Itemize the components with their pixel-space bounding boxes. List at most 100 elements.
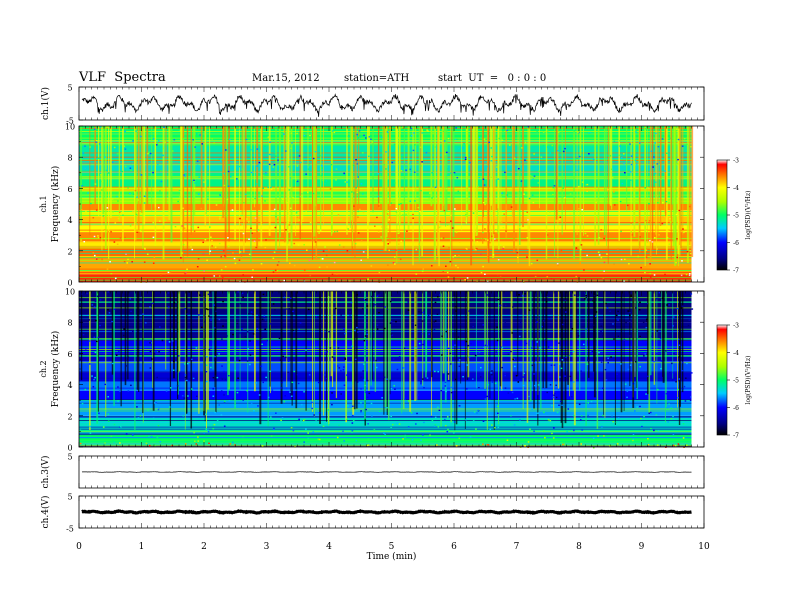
ch2-spectrogram-speckle: [639, 301, 641, 304]
ch2-spectrogram-speckle: [658, 291, 661, 294]
ch2-spectrogram-speckle: [152, 302, 154, 305]
ch2-spectrogram-speckle: [629, 335, 632, 337]
ch2-spectrogram-speckle: [221, 378, 224, 380]
ch1-spectrogram-speckle: [264, 172, 267, 174]
ch1-spectrogram-speckle: [241, 217, 243, 219]
ch2-spectrogram-speckle: [472, 320, 475, 322]
ch1-spectrogram-speckle: [292, 196, 294, 199]
ch2-spectrogram-speckle: [641, 340, 644, 342]
ch2-spectrogram-speckle: [93, 306, 96, 308]
ch2-spectrogram-speckle: [383, 376, 386, 378]
ch2-spectrogram-speckle: [632, 382, 635, 385]
date-label: Mar.15, 2012: [252, 73, 320, 84]
ch2-spectrogram-speckle: [343, 384, 346, 386]
ch1-spectrogram-speckle: [464, 279, 466, 281]
ch1-spectrogram-speckle: [346, 181, 348, 183]
ch2-spectrogram-streak: [142, 291, 144, 414]
ch2-spectrogram-speckle: [183, 397, 186, 399]
ch2-spectrogram-speckle: [234, 405, 237, 407]
ch1-spectrogram-streak: [445, 126, 447, 227]
ch1-spectrogram-speckle: [183, 227, 186, 229]
ch1-spectrogram-speckle: [246, 218, 248, 220]
ch1-spectrogram-speckle: [688, 205, 691, 208]
ch2-spectrogram-speckle: [416, 412, 418, 415]
ch1-spectrogram-speckle: [339, 218, 342, 220]
ch2-spectrogram-speckle: [458, 437, 461, 439]
ch1-spectrogram-streak: [383, 126, 386, 252]
ch2-spectrogram-speckle: [423, 387, 425, 389]
ch2-spectrogram-speckle: [672, 316, 675, 318]
ch1-spectrogram-speckle: [624, 258, 626, 261]
ch2-spectrogram-speckle: [504, 374, 506, 377]
ch2-spectrogram-speckle: [550, 364, 553, 367]
ch2-spectrogram-streak: [259, 291, 262, 425]
ch2-spectrogram-speckle: [555, 358, 558, 360]
ch2-spectrogram-speckle: [273, 427, 275, 430]
ch1-spectrogram-speckle: [501, 139, 504, 142]
ch2-spectrogram-speckle: [536, 353, 538, 355]
ch2-spectrogram-streak: [80, 291, 83, 381]
ch2-spectrogram-speckle: [131, 434, 134, 436]
ch1-spectrogram-speckle: [320, 258, 323, 260]
ch1-spectrogram-speckle: [308, 164, 310, 166]
ch2-spectrogram-speckle: [351, 422, 354, 424]
ch2-spectrogram-speckle: [649, 411, 652, 414]
ch1-spectrogram-speckle: [678, 209, 681, 212]
ch1-spectrogram-streak: [396, 126, 399, 224]
ch1-spectrogram-speckle: [446, 271, 449, 274]
ch1-spectrogram-speckle: [606, 253, 608, 255]
ch2-spectrogram-streak: [587, 291, 590, 378]
ch2-spectrogram-speckle: [390, 320, 393, 323]
ch2-spectrogram-speckle: [186, 313, 189, 315]
ch1-spectrogram-speckle: [401, 214, 404, 216]
ch1-spectrogram-speckle: [575, 275, 578, 278]
ch1-spectrogram-streak: [104, 126, 107, 250]
ch2-spectrogram-speckle: [437, 406, 439, 408]
ch2-spectrogram-speckle: [223, 394, 225, 396]
ch2-spectrogram-speckle: [398, 356, 401, 358]
ch1-spectrogram-speckle: [132, 193, 135, 195]
ch2-spectrogram-speckle: [367, 444, 370, 446]
ch1-spectrogram-speckle: [287, 219, 290, 221]
ch1-spectrogram-speckle: [391, 161, 394, 164]
ch2-spectrogram-streak: [322, 291, 325, 416]
ch1-spectrogram-streak: [330, 126, 333, 236]
ch2-spectrogram-speckle: [366, 396, 369, 398]
ch2-spectrogram-streak: [113, 291, 115, 406]
ch1-spectrogram-speckle: [220, 269, 223, 271]
x-tick-label: 5: [389, 542, 395, 552]
ch1-spectrogram-speckle: [132, 211, 134, 213]
ch2-spectrogram-speckle: [290, 427, 293, 429]
ch1-spectrogram-speckle: [528, 197, 531, 200]
ch1-spectrogram-speckle: [586, 235, 589, 237]
ch2-spectrogram-speckle: [356, 381, 359, 383]
ch1-spectrogram-speckle: [105, 169, 108, 172]
ch2-spectrogram-y-tick-label: 10: [65, 288, 75, 297]
ch1-spectrogram-speckle: [87, 192, 89, 194]
ch2-spectrogram-speckle: [420, 333, 423, 335]
ch2-spectrogram-speckle: [651, 335, 653, 338]
ch2-spectrogram-streak: [486, 291, 488, 430]
ch2-spectrogram-speckle: [354, 329, 356, 332]
ch1-spectrogram-speckle: [370, 265, 373, 267]
ch1-spectrogram-speckle: [542, 131, 545, 133]
ch2-spectrogram-speckle: [626, 396, 628, 399]
ch2-spectrogram-speckle: [337, 365, 339, 367]
ch1-spectrogram-speckle: [480, 253, 482, 255]
ch1-spectrogram-line: [79, 262, 692, 264]
ch2-spectrogram-speckle: [585, 328, 588, 330]
ch1-spectrogram-speckle: [675, 191, 678, 194]
colorbar-tick-label: -6: [733, 240, 739, 247]
ch1-spectrogram-speckle: [380, 236, 382, 238]
ch2-spectrogram-speckle: [111, 362, 114, 365]
ch1-spectrogram-speckle: [387, 264, 389, 266]
ch2-spectrogram-speckle: [479, 376, 482, 378]
ch2-spectrogram-speckle: [612, 420, 615, 423]
ch1-spectrogram-streak: [256, 126, 259, 250]
ch1-spectrogram-streak: [686, 126, 689, 263]
ch1-spectrogram-speckle: [413, 132, 415, 134]
ch2-spectrogram-streak: [409, 291, 412, 412]
ch2-spectrogram-speckle: [643, 355, 645, 357]
ch1-spectrogram-speckle: [476, 247, 478, 250]
